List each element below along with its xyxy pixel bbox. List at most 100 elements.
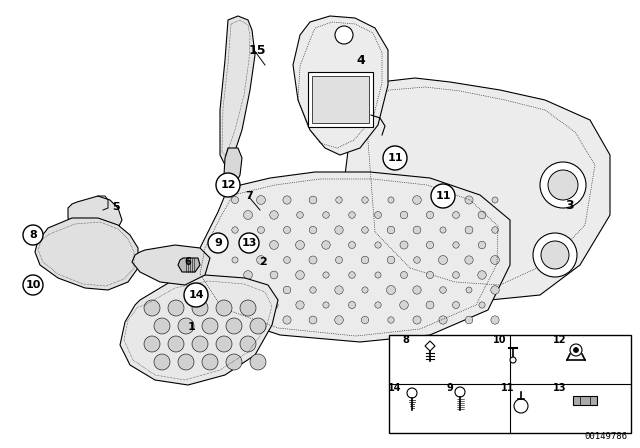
Circle shape (400, 211, 408, 219)
Text: 8: 8 (29, 230, 37, 240)
Circle shape (257, 227, 264, 233)
Circle shape (452, 302, 460, 309)
Circle shape (362, 287, 368, 293)
Text: 12: 12 (220, 180, 236, 190)
Circle shape (239, 233, 259, 253)
Circle shape (323, 302, 329, 308)
Circle shape (284, 257, 291, 263)
Circle shape (245, 242, 251, 248)
Bar (312, 76, 369, 123)
Circle shape (296, 271, 305, 280)
Circle shape (374, 211, 381, 219)
Circle shape (335, 257, 342, 263)
Circle shape (244, 271, 252, 280)
Text: 9: 9 (214, 238, 222, 248)
Circle shape (349, 241, 355, 249)
Circle shape (257, 287, 264, 293)
Circle shape (453, 242, 459, 248)
Text: 10: 10 (493, 335, 507, 345)
Polygon shape (224, 148, 242, 185)
Circle shape (226, 318, 242, 334)
Bar (308, 72, 373, 127)
Text: 12: 12 (553, 335, 567, 345)
Circle shape (440, 287, 446, 293)
Circle shape (309, 226, 317, 234)
Circle shape (335, 316, 343, 324)
Circle shape (413, 286, 421, 294)
Text: 2: 2 (259, 257, 267, 267)
Circle shape (323, 212, 329, 218)
Text: 15: 15 (248, 43, 266, 56)
Circle shape (465, 256, 473, 264)
Text: 4: 4 (356, 53, 365, 66)
Circle shape (388, 317, 394, 323)
Circle shape (387, 285, 396, 294)
Circle shape (154, 354, 170, 370)
Polygon shape (293, 16, 388, 155)
Circle shape (257, 317, 264, 323)
Circle shape (452, 211, 460, 219)
Circle shape (23, 275, 43, 295)
Polygon shape (195, 172, 510, 342)
Circle shape (492, 197, 498, 203)
Circle shape (335, 26, 353, 44)
Circle shape (362, 227, 368, 233)
Circle shape (387, 256, 395, 264)
Circle shape (178, 354, 194, 370)
Circle shape (375, 242, 381, 248)
Text: 00149786: 00149786 (584, 432, 627, 441)
Circle shape (322, 241, 330, 249)
Polygon shape (132, 245, 210, 285)
Circle shape (296, 301, 304, 309)
Circle shape (309, 196, 317, 204)
Circle shape (491, 256, 499, 264)
Circle shape (413, 316, 421, 324)
Circle shape (323, 272, 329, 278)
Circle shape (184, 283, 208, 307)
Circle shape (192, 336, 208, 352)
Circle shape (375, 272, 381, 278)
Circle shape (232, 286, 239, 293)
Circle shape (257, 256, 266, 264)
Circle shape (426, 301, 434, 309)
Circle shape (144, 336, 160, 352)
Circle shape (23, 225, 43, 245)
Circle shape (216, 336, 232, 352)
Circle shape (232, 196, 239, 203)
Circle shape (387, 226, 395, 234)
Circle shape (144, 300, 160, 316)
Circle shape (336, 197, 342, 203)
Circle shape (375, 302, 381, 308)
Circle shape (400, 241, 408, 249)
Circle shape (232, 227, 238, 233)
Text: 9: 9 (447, 383, 453, 393)
Polygon shape (345, 78, 610, 300)
Circle shape (465, 196, 473, 204)
Circle shape (426, 241, 434, 249)
Text: 11: 11 (435, 191, 451, 201)
Text: 7: 7 (245, 191, 253, 201)
Text: 3: 3 (566, 198, 574, 211)
Circle shape (431, 184, 455, 208)
Circle shape (466, 287, 472, 293)
Text: 1: 1 (188, 322, 196, 332)
Circle shape (491, 286, 499, 294)
Text: 13: 13 (241, 238, 257, 248)
Circle shape (270, 301, 278, 309)
Circle shape (244, 211, 252, 220)
Circle shape (413, 257, 420, 263)
Circle shape (426, 271, 433, 279)
Circle shape (465, 226, 473, 234)
Circle shape (216, 300, 232, 316)
Circle shape (548, 170, 578, 200)
Circle shape (541, 241, 569, 269)
Polygon shape (425, 341, 435, 351)
Circle shape (208, 233, 228, 253)
Circle shape (440, 227, 446, 233)
Circle shape (232, 317, 239, 323)
Polygon shape (220, 16, 255, 165)
Text: 13: 13 (553, 383, 567, 393)
Circle shape (540, 162, 586, 208)
Circle shape (452, 271, 460, 278)
Circle shape (244, 301, 252, 309)
